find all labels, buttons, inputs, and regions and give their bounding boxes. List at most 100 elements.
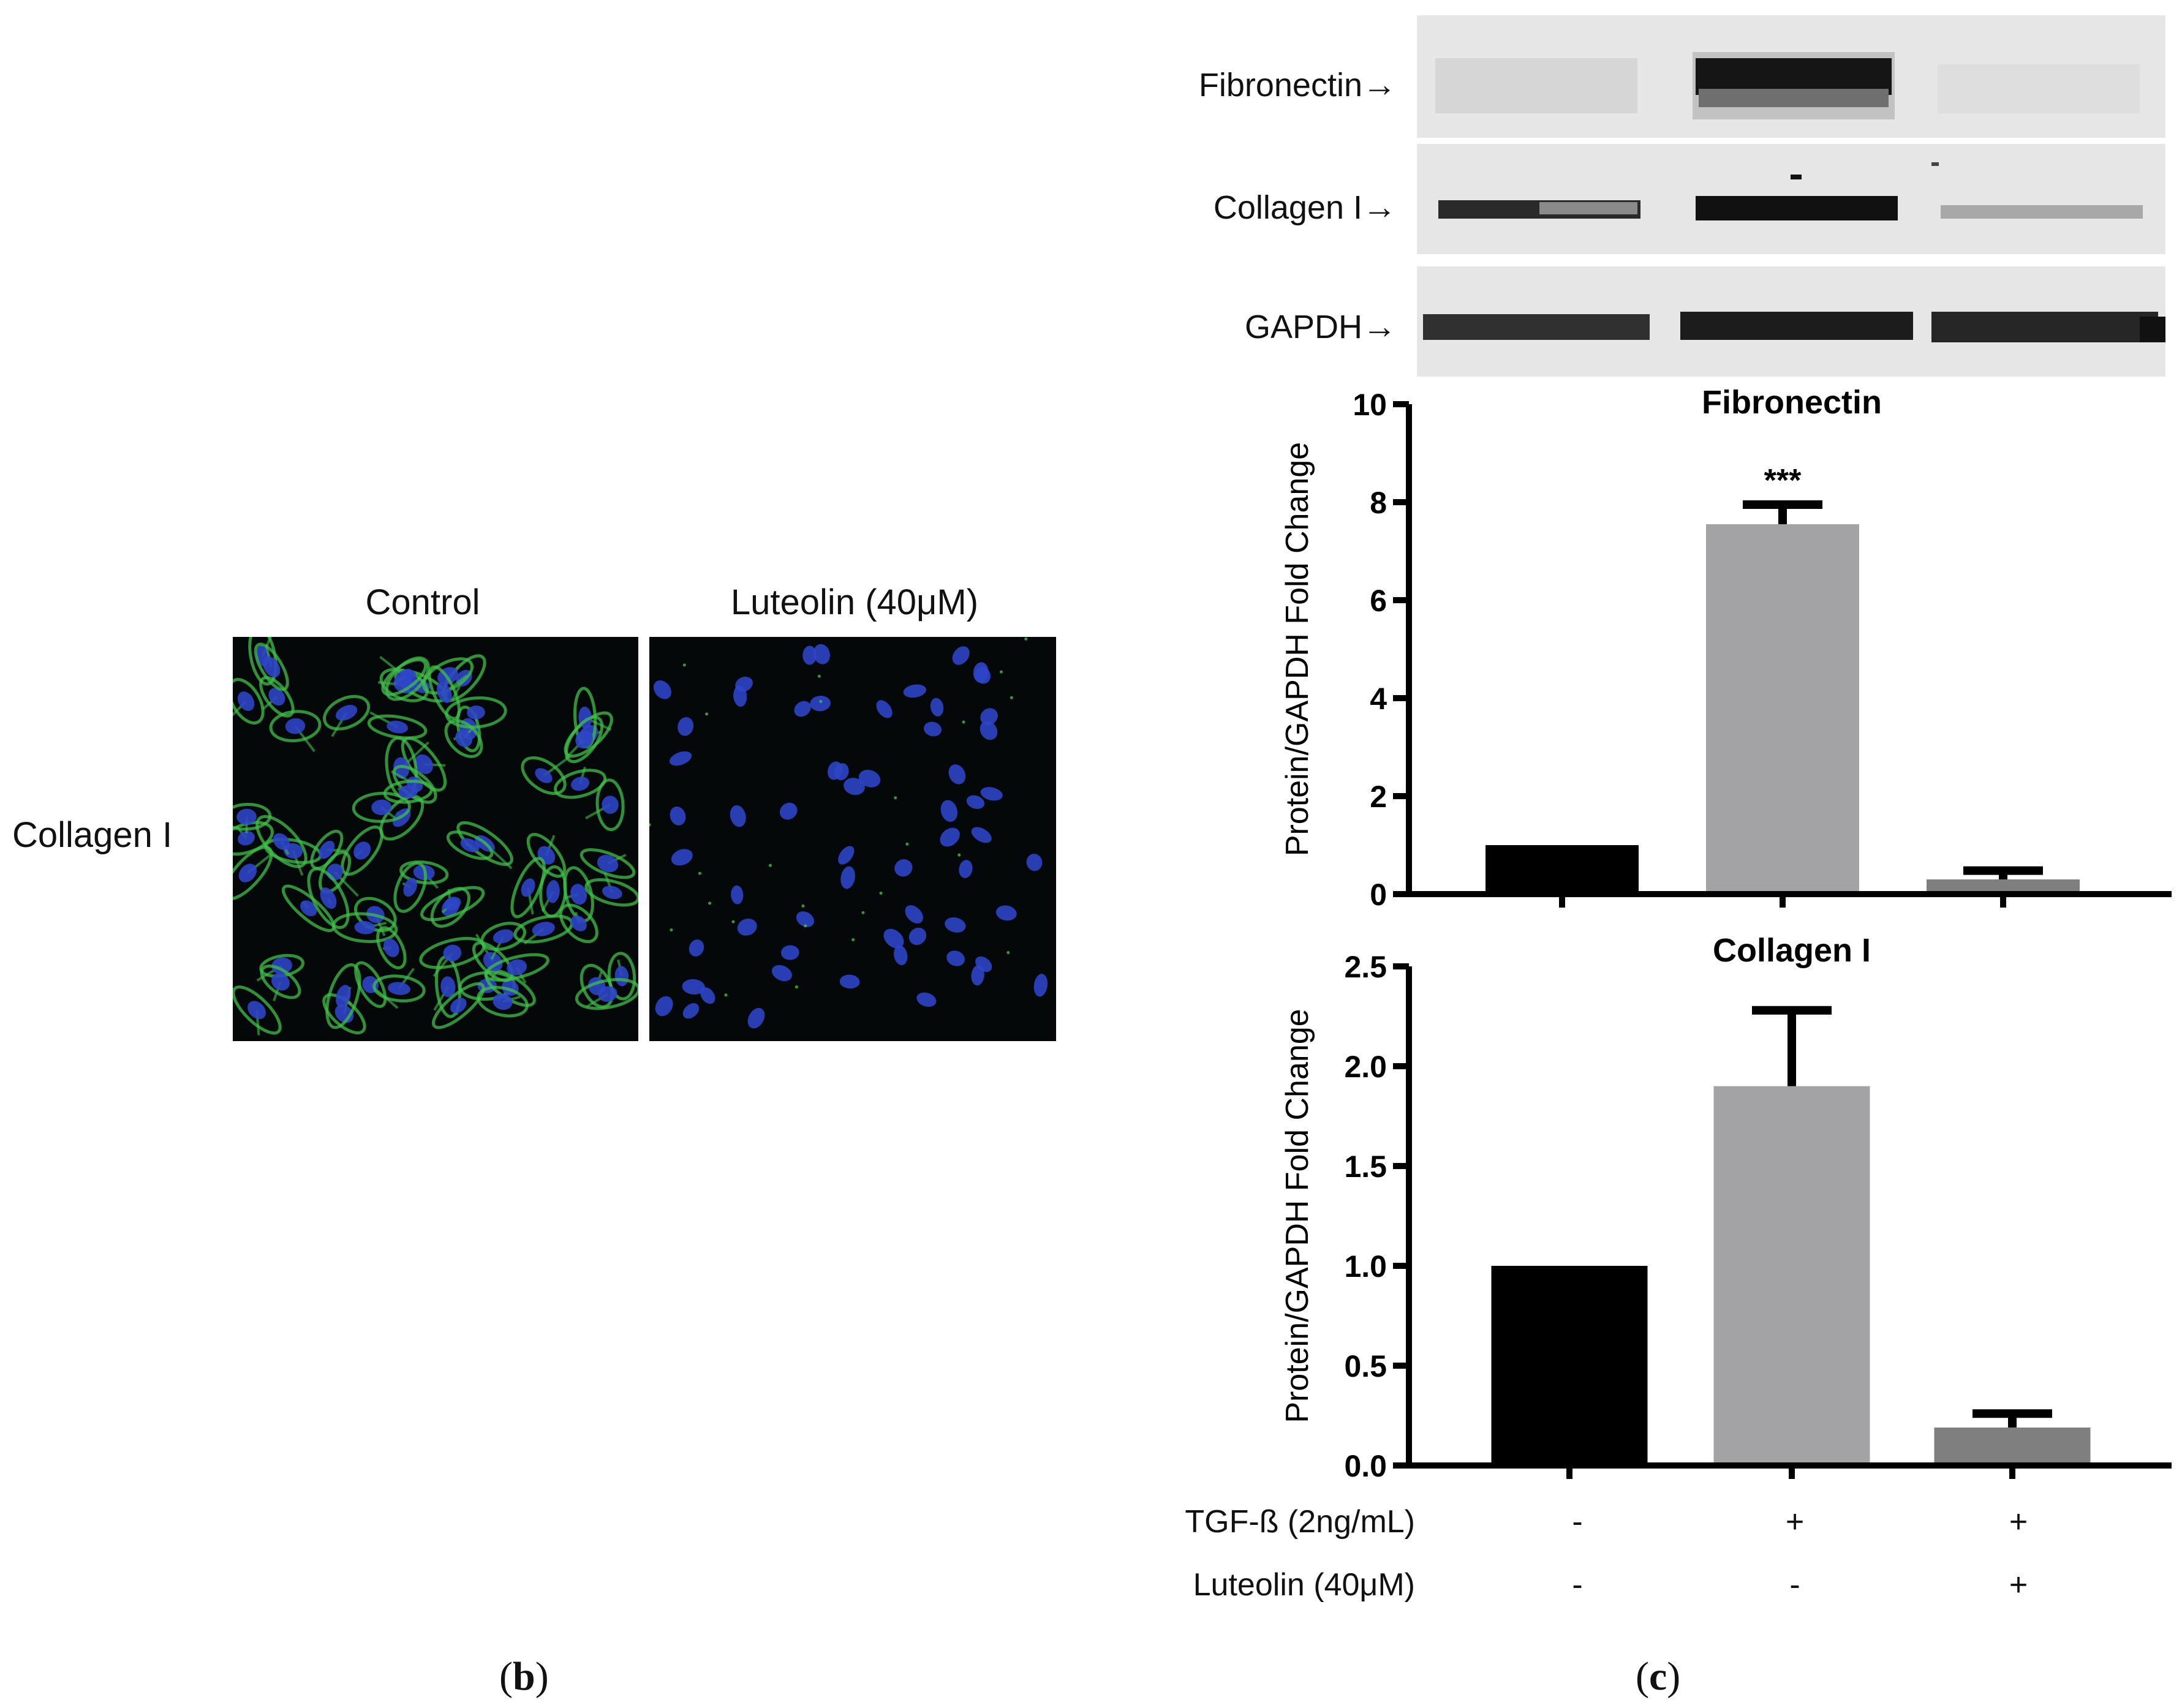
speck	[1024, 637, 1028, 641]
speck	[698, 871, 701, 875]
nucleus	[597, 854, 619, 873]
nucleus	[602, 886, 622, 900]
nucleus	[735, 676, 753, 692]
cell-body	[607, 952, 636, 1001]
speck	[962, 720, 965, 724]
nucleus	[394, 669, 414, 686]
nucleus	[598, 986, 617, 1002]
y-tick-label: 1.5	[1344, 1149, 1387, 1184]
nucleus	[570, 884, 587, 905]
nucleus	[460, 838, 480, 852]
nucleus	[414, 754, 433, 774]
nucleus	[467, 705, 485, 720]
nucleus	[678, 717, 694, 736]
cell-body	[233, 985, 282, 1035]
y-tick-label: 2	[1370, 780, 1387, 814]
nucleus	[827, 761, 843, 780]
nucleus	[916, 992, 937, 1007]
speck	[894, 796, 897, 800]
arrow-icon: →	[1362, 187, 1397, 226]
speck	[905, 842, 909, 846]
y-tick-label: 2.5	[1344, 950, 1387, 984]
cell-body	[477, 985, 529, 1018]
nucleus	[575, 730, 593, 749]
bar	[1706, 524, 1859, 894]
cell-body	[446, 830, 494, 860]
nucleus	[444, 897, 461, 911]
fibronectin-blot-bands	[1417, 15, 2165, 138]
y-tick-label: 0.0	[1344, 1449, 1387, 1483]
arrow-icon: →	[1362, 65, 1397, 103]
nucleus	[238, 863, 257, 882]
nucleus	[238, 831, 255, 846]
nucleus	[387, 720, 408, 734]
y-axis-label: Protein/GAPDH Fold Change	[1280, 1009, 1315, 1423]
control-micrograph	[233, 637, 638, 1041]
cell-body	[260, 965, 301, 999]
nucleus	[507, 959, 527, 976]
nucleus	[905, 905, 923, 924]
cell-body	[510, 857, 546, 919]
nucleus	[354, 921, 376, 935]
y-tick-label: 4	[1370, 682, 1387, 716]
speck	[817, 674, 821, 678]
cell-body	[269, 710, 322, 743]
speck	[999, 670, 1003, 674]
nucleus	[387, 982, 410, 995]
cell-body	[372, 974, 426, 1003]
luteolin-column-title: Luteolin (40μM)	[730, 582, 979, 622]
nucleus	[975, 956, 992, 973]
cell-body	[595, 778, 625, 832]
cell-body	[399, 860, 449, 885]
y-axis-label: Protein/GAPDH Fold Change	[1280, 442, 1315, 856]
cell-body	[419, 936, 486, 969]
nucleus	[237, 691, 255, 711]
nucleus	[493, 993, 513, 1010]
nucleus	[813, 644, 830, 664]
fibronectin-blot	[1417, 15, 2165, 138]
nucleus	[894, 945, 908, 965]
cell-body	[383, 780, 433, 804]
control-column-title: Control	[365, 582, 480, 622]
nucleus	[493, 929, 514, 944]
tgf-sign-tgf: +	[1785, 1504, 1805, 1540]
cell-body	[539, 865, 567, 918]
nucleus	[780, 945, 799, 960]
collagen-blot	[1417, 144, 2165, 254]
nucleus	[535, 768, 553, 783]
nucleus	[948, 764, 966, 784]
luteolin-cells-image	[649, 637, 1056, 1041]
cell-body	[521, 756, 567, 796]
cell-body	[307, 867, 350, 930]
nucleus	[671, 849, 693, 866]
speck	[724, 993, 728, 997]
collagen-blot-label: Collagen I→	[1090, 187, 1397, 227]
bar	[1491, 1266, 1648, 1465]
nucleus	[571, 777, 590, 791]
nucleus	[737, 918, 757, 936]
nucleus	[840, 866, 855, 889]
nucleus	[924, 721, 942, 737]
nucleus	[682, 1003, 700, 1019]
cell-body	[233, 845, 273, 901]
nucleus	[930, 698, 944, 717]
nucleus	[1033, 974, 1048, 997]
nucleus	[1026, 854, 1043, 871]
speck	[804, 924, 807, 928]
nucleus	[383, 938, 399, 957]
nucleus	[285, 718, 306, 734]
nucleus	[653, 680, 671, 699]
nucleus	[779, 802, 798, 820]
y-tick-label: 0	[1370, 878, 1387, 912]
nucleus	[959, 860, 973, 878]
speck	[705, 712, 709, 716]
nucleus	[319, 840, 335, 859]
speck	[708, 901, 712, 905]
nucleus	[838, 846, 855, 865]
collagen-blot-label-text: Collagen I	[1213, 189, 1362, 226]
nucleus	[883, 928, 904, 949]
cell-body	[554, 769, 607, 799]
panel-c-letter: (c)	[1636, 1654, 1681, 1699]
y-tick-label: 6	[1370, 584, 1387, 618]
nucleus	[546, 880, 560, 903]
